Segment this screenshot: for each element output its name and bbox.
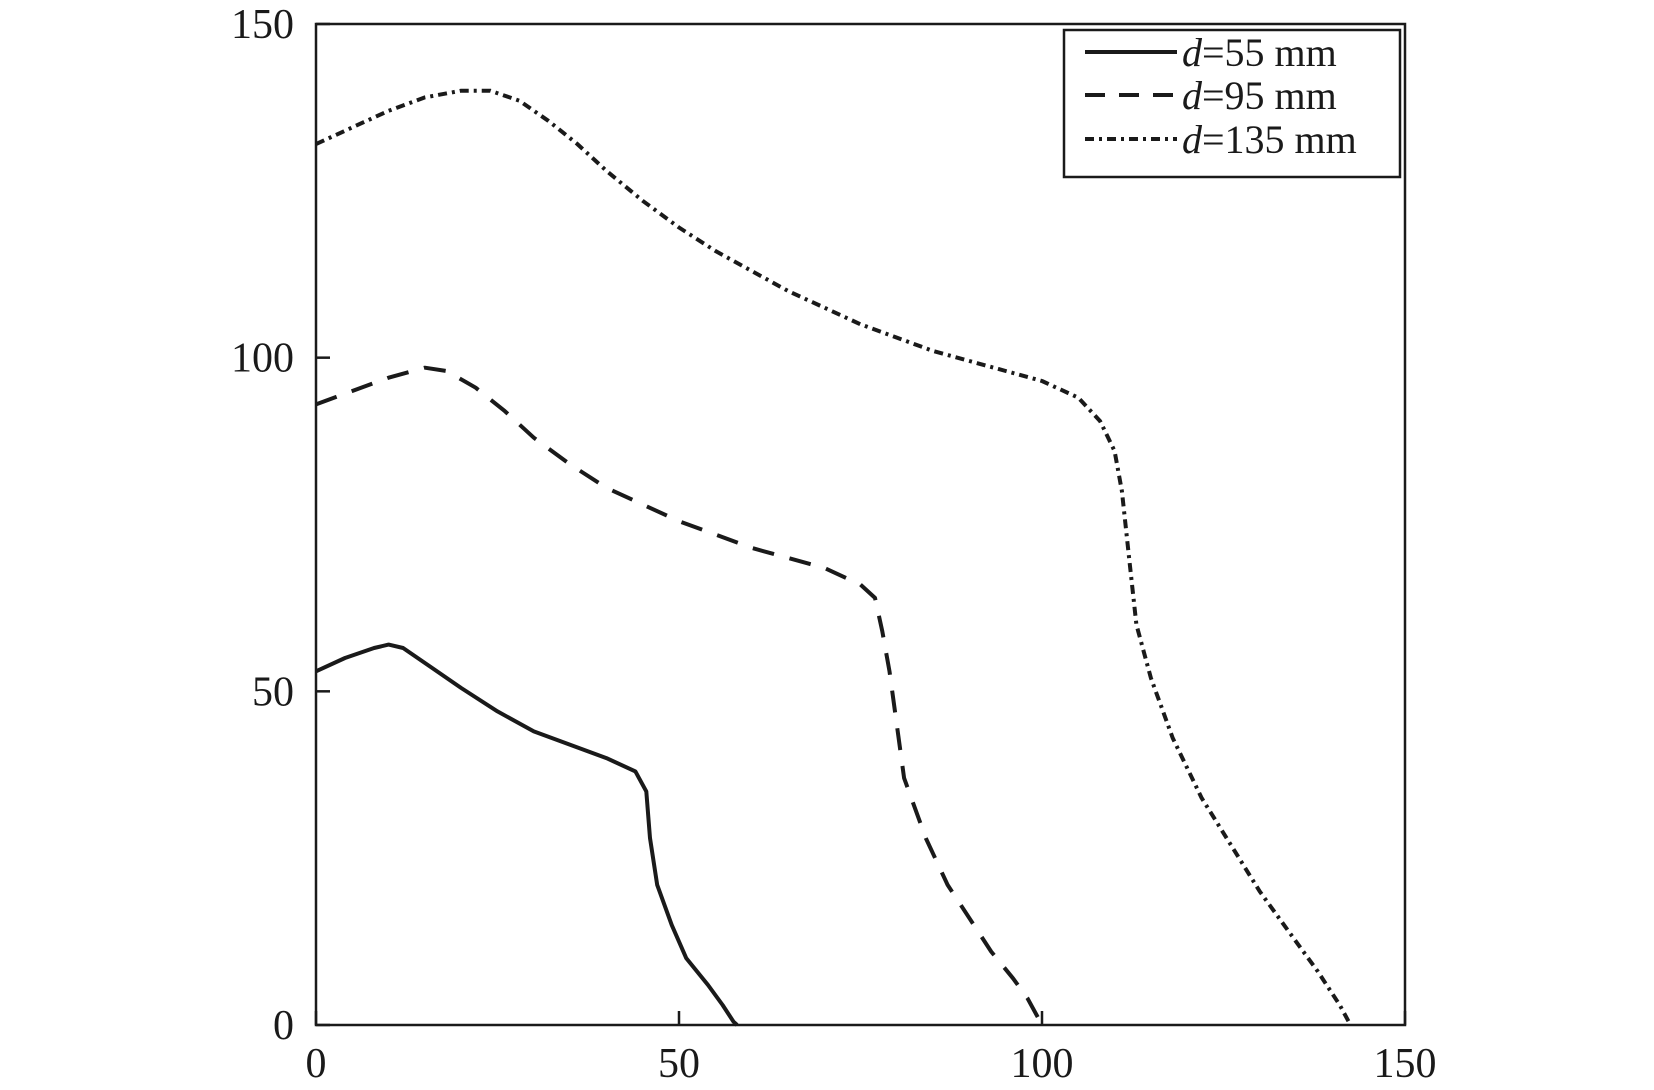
legend-label-var-2: d [1182,117,1203,162]
series-line-2 [315,88,1353,1026]
y-tick-label-150: 150 [231,2,294,48]
legend-label-rest-0: =55 mm [1202,30,1337,75]
legend-label-rest-2: =135 mm [1202,117,1357,162]
legend-box [1062,28,1402,179]
x-tick-label-0: 0 [306,1041,327,1087]
series-line-0 [315,642,739,1027]
x-tick-label-150: 150 [1374,1041,1437,1087]
x-tick-label-50: 50 [658,1041,700,1087]
legend-label-var-1: d [1182,73,1203,118]
y-tick-label-0: 0 [273,1003,294,1049]
legend-label-1: d=95 mm [1182,73,1337,118]
legend-label-rest-1: =95 mm [1202,73,1337,118]
legend-label-2: d=135 mm [1182,117,1357,162]
y-tick-label-100: 100 [231,336,294,382]
series-line-1 [315,365,1044,1026]
x-tick-label-100: 100 [1011,1041,1074,1087]
legend-label-var-0: d [1182,30,1203,75]
legend-label-0: d=55 mm [1182,30,1337,75]
plot-frame [314,22,1407,1027]
y-tick-label-50: 50 [252,669,294,715]
